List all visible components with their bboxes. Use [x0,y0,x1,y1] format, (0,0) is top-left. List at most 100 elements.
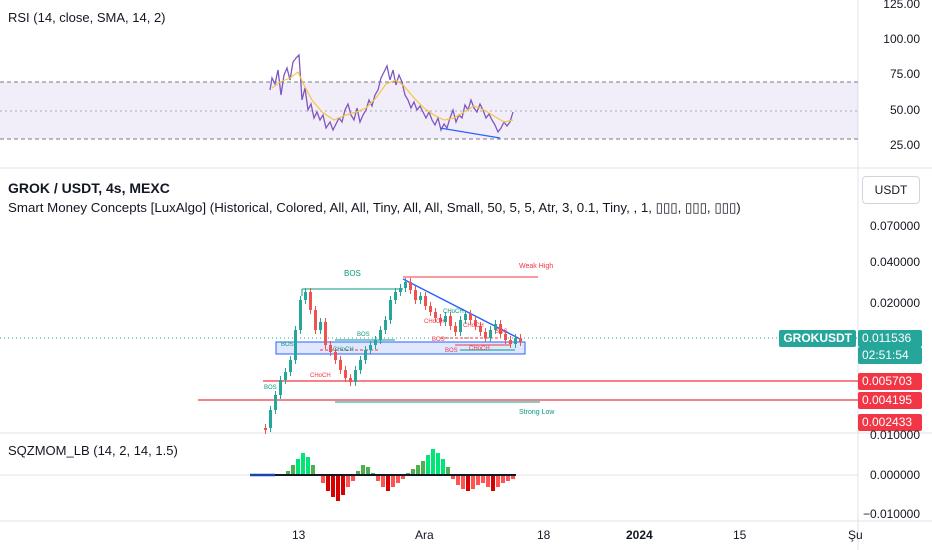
candle [509,340,512,344]
sqz-bar [411,469,415,475]
sqz-bar [441,459,445,475]
sqz-bar [491,475,495,491]
time-label: 13 [292,528,306,542]
sqz-histogram [256,449,515,501]
annotation-strong-low: Strong Low [519,409,555,416]
candle [289,360,292,372]
sqz-bar [301,453,305,475]
candle [399,288,402,292]
sqz-bar [461,475,465,489]
sqz-bar [321,475,325,483]
candle [479,326,482,332]
sqz-bar [346,475,350,487]
rsi-tick: 100.00 [883,32,920,46]
sqz-bar [506,475,510,481]
symbol-badge: GROKUSDT [779,330,856,347]
time-label: 15 [733,528,747,542]
countdown-badge: 02:51:54 [858,347,922,364]
candle [409,282,412,290]
candle [354,370,357,382]
candle [319,322,322,330]
sqz-bar [286,471,290,475]
rsi-divergence-line [439,127,501,139]
rsi-tick: 75.00 [889,67,920,81]
level-badge: 0.005703 [858,373,922,390]
rsi-tick: 50.00 [889,103,920,117]
candle [329,345,332,352]
sqz-bar [336,475,340,501]
candle [274,395,277,410]
annotation-choch: CHoCH [333,347,354,353]
candle [464,314,467,320]
candle [444,316,447,322]
sqz-bar [481,475,485,483]
time-label: Şu [848,528,863,542]
sqz-bar [501,475,505,483]
candle [504,334,507,340]
level-badge: 0.002433 [858,414,922,431]
candle [364,350,367,360]
sqz-bar [421,461,425,475]
time-label: 18 [537,528,551,542]
candle [294,330,297,360]
sqz-bar [376,475,380,481]
sqz-tick: 0.010000 [869,428,920,442]
candle [499,324,502,334]
rsi-sma [271,71,514,123]
sqz-bar [331,475,335,497]
candle [369,345,372,350]
annotation-bos: BOS [357,332,370,338]
rsi-title[interactable]: RSI (14, close, SMA, 14, 2) [8,10,166,25]
annotation-bos: BOS [344,269,361,278]
sqz-bar [476,475,480,485]
annotation-weak-high: Weak High [519,263,553,270]
candle [334,352,337,360]
sqz-bar [471,475,475,489]
candle [519,338,522,342]
sqz-title[interactable]: SQZMOM_LB (14, 2, 14, 1.5) [8,443,178,458]
candle [284,372,287,380]
candle [489,330,492,338]
price-tick: 0.020000 [869,296,920,310]
candle [414,290,417,300]
currency-button[interactable]: USDT [862,176,920,204]
sqz-bar [486,475,490,487]
sqz-bar [511,475,515,479]
sqz-bar [326,475,330,491]
sqz-bar [296,459,300,475]
candle [439,318,442,322]
candle [314,310,317,330]
candle [474,320,477,326]
symbol-title[interactable]: GROK / USDT, 4s, MEXC [8,180,170,196]
smc-indicator-title[interactable]: Smart Money Concepts [LuxAlgo] (Historic… [8,200,741,215]
rsi-line [269,53,514,134]
annotation-choch: CHoCH [463,323,484,329]
annotation-choch: CHoCH [469,346,490,352]
candle [469,314,472,320]
sqz-bar [356,471,360,475]
candle [264,428,267,430]
candle [394,292,397,300]
sqz-bar [351,475,355,481]
sqz-bar [396,475,400,483]
annotation-choch: CHoCH [310,373,331,379]
candle [309,292,312,310]
candle [454,326,457,332]
sqz-bar [341,475,345,495]
candles [264,278,522,434]
candle [279,380,282,395]
sqz-tick: −0.010000 [862,507,920,521]
price-tick: 0.070000 [869,219,920,233]
price-badge: 0.011536 [858,330,922,347]
annotation-bos: BOS [432,337,445,343]
annotation-bos: BOS [281,342,294,348]
sqz-bar [456,475,460,485]
candle [484,332,487,338]
sqz-bar [391,475,395,487]
sqz-bar [381,475,385,487]
price-tick: 0.040000 [869,255,920,269]
sqz-tick: 0.000000 [869,468,920,482]
sqz-bar [496,475,500,487]
sqz-bar [386,475,390,491]
